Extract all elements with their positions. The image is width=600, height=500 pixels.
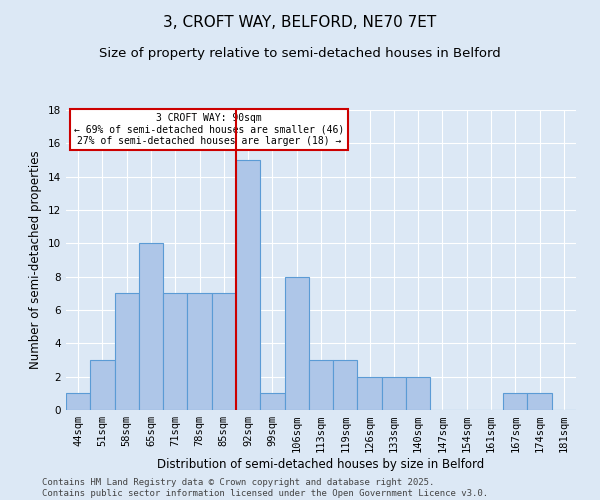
Bar xyxy=(90,360,115,410)
Bar xyxy=(527,394,552,410)
Bar xyxy=(503,394,527,410)
Bar xyxy=(139,244,163,410)
Text: 3 CROFT WAY: 90sqm
← 69% of semi-detached houses are smaller (46)
27% of semi-de: 3 CROFT WAY: 90sqm ← 69% of semi-detache… xyxy=(74,113,344,146)
Text: 3, CROFT WAY, BELFORD, NE70 7ET: 3, CROFT WAY, BELFORD, NE70 7ET xyxy=(163,15,437,30)
Y-axis label: Number of semi-detached properties: Number of semi-detached properties xyxy=(29,150,43,370)
Text: Contains HM Land Registry data © Crown copyright and database right 2025.
Contai: Contains HM Land Registry data © Crown c… xyxy=(42,478,488,498)
Bar xyxy=(284,276,309,410)
X-axis label: Distribution of semi-detached houses by size in Belford: Distribution of semi-detached houses by … xyxy=(157,458,485,471)
Bar xyxy=(236,160,260,410)
Bar xyxy=(333,360,358,410)
Bar xyxy=(406,376,430,410)
Bar xyxy=(187,294,212,410)
Bar xyxy=(163,294,187,410)
Bar xyxy=(115,294,139,410)
Bar xyxy=(382,376,406,410)
Bar xyxy=(309,360,333,410)
Text: Size of property relative to semi-detached houses in Belford: Size of property relative to semi-detach… xyxy=(99,48,501,60)
Bar xyxy=(66,394,90,410)
Bar xyxy=(212,294,236,410)
Bar xyxy=(358,376,382,410)
Bar xyxy=(260,394,284,410)
